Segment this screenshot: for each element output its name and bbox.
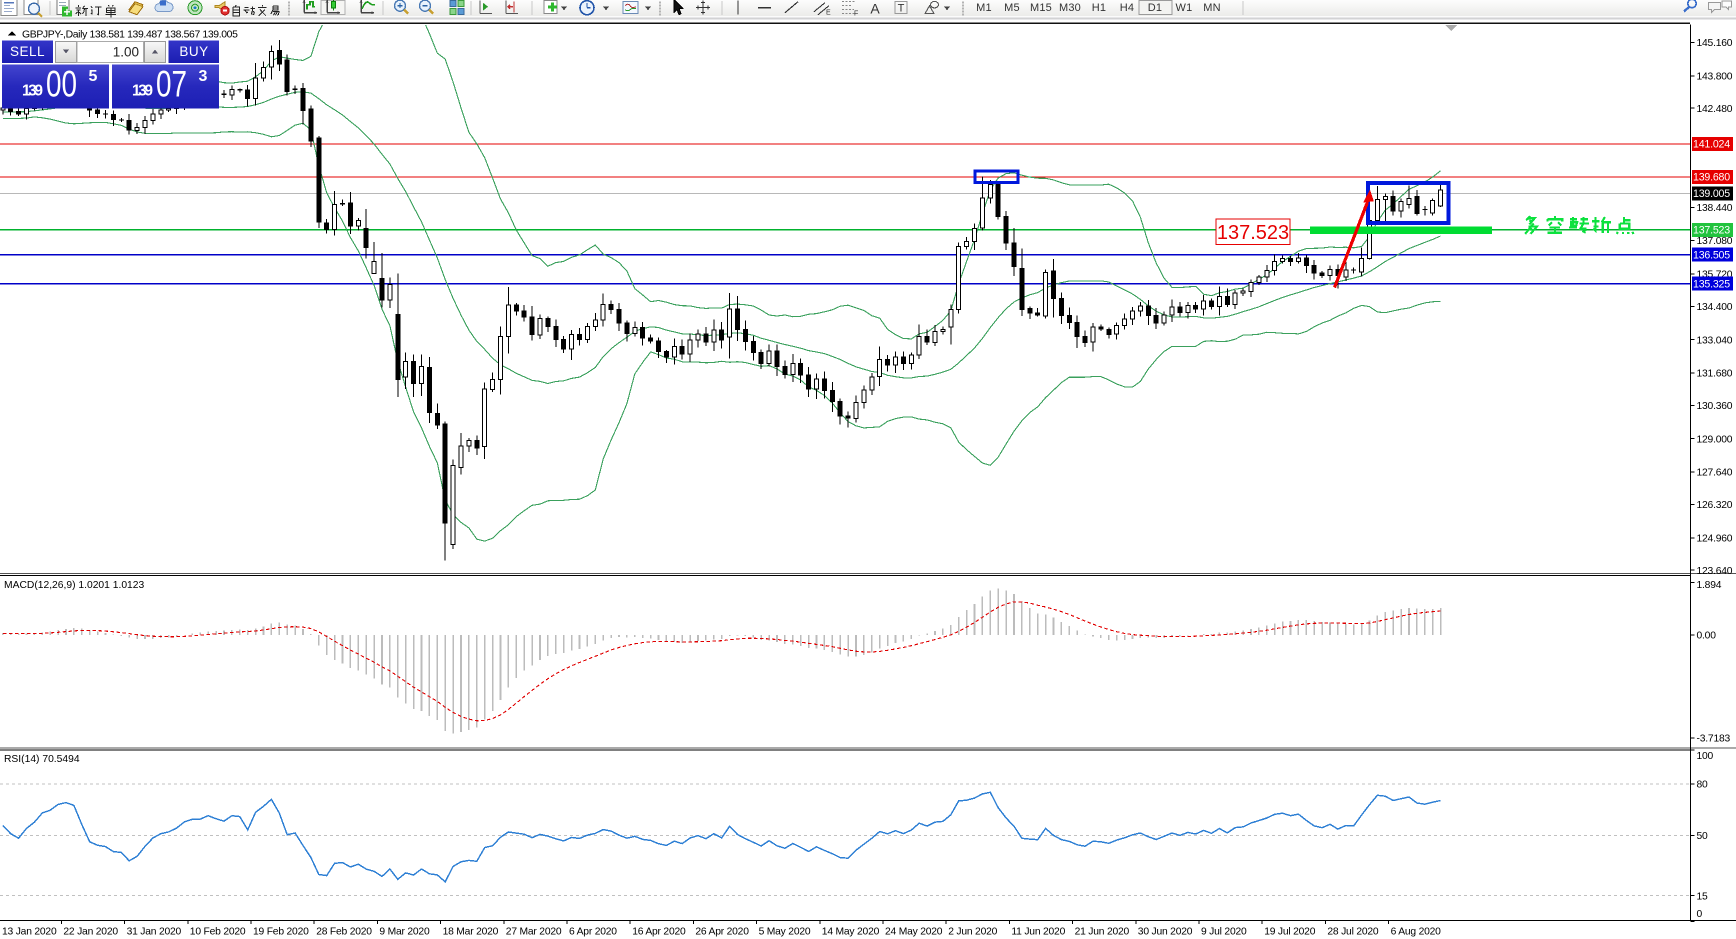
svg-text:21 Jun 2020: 21 Jun 2020 [1075,927,1130,938]
svg-text:137.523: 137.523 [1693,225,1730,237]
svg-text:D1: D1 [1148,2,1162,14]
svg-text:H4: H4 [1120,2,1134,14]
svg-text:M15: M15 [1030,2,1052,14]
svg-text:6 Apr 2020: 6 Apr 2020 [569,927,617,938]
svg-text:1.00: 1.00 [113,45,139,60]
svg-text:RSI(14) 70.5494: RSI(14) 70.5494 [4,754,80,765]
svg-text:00: 00 [46,64,77,105]
svg-text:133.040: 133.040 [1697,335,1733,346]
svg-text:M5: M5 [1004,2,1020,14]
svg-text:+: + [63,5,70,19]
svg-text:127.640: 127.640 [1697,468,1733,479]
svg-text:18 Mar 2020: 18 Mar 2020 [443,927,499,938]
svg-text:10 Feb 2020: 10 Feb 2020 [190,927,246,938]
svg-text:137.080: 137.080 [1697,236,1733,247]
svg-text:2 Jun 2020: 2 Jun 2020 [948,927,997,938]
svg-text:50: 50 [1697,831,1709,842]
svg-text:141.024: 141.024 [1693,139,1730,151]
svg-text:14 May 2020: 14 May 2020 [822,927,880,938]
svg-text:5 May 2020: 5 May 2020 [759,927,811,938]
svg-text:15: 15 [1697,891,1709,902]
svg-text:126.320: 126.320 [1697,500,1733,511]
svg-text:143.800: 143.800 [1697,71,1733,82]
svg-text:139: 139 [22,83,43,100]
svg-text:F: F [854,11,858,18]
svg-text:3: 3 [199,68,208,85]
svg-text:131.680: 131.680 [1697,369,1733,380]
svg-text:M1: M1 [976,2,992,14]
svg-text:26 Apr 2020: 26 Apr 2020 [695,927,749,938]
svg-text:129.000: 129.000 [1697,434,1733,445]
svg-text:135.325: 135.325 [1693,279,1730,291]
svg-text:SELL: SELL [10,44,45,59]
svg-text:MACD(12,26,9) 1.0201 1.0123: MACD(12,26,9) 1.0201 1.0123 [4,580,145,591]
svg-text:T: T [898,3,905,15]
svg-text:1.894: 1.894 [1697,580,1722,591]
svg-text:138.440: 138.440 [1697,203,1733,214]
svg-text:13 Jan 2020: 13 Jan 2020 [2,927,57,938]
svg-text:A: A [870,1,880,17]
svg-text:134.400: 134.400 [1697,302,1733,313]
svg-text:M30: M30 [1059,2,1081,14]
svg-text:9 Jul 2020: 9 Jul 2020 [1201,927,1247,938]
svg-text:27 Mar 2020: 27 Mar 2020 [506,927,562,938]
svg-text:W1: W1 [1176,2,1193,14]
svg-text:100: 100 [1697,751,1714,762]
svg-text:E: E [826,10,831,17]
svg-text:139.005: 139.005 [1693,188,1730,200]
svg-text:9 Mar 2020: 9 Mar 2020 [379,927,430,938]
svg-text:145.160: 145.160 [1697,38,1733,49]
svg-text:24 May 2020: 24 May 2020 [885,927,943,938]
svg-text:139: 139 [132,83,153,100]
svg-text:16 Apr 2020: 16 Apr 2020 [632,927,686,938]
svg-text:0.00: 0.00 [1697,631,1717,642]
svg-text:BUY: BUY [179,44,208,59]
svg-text:H1: H1 [1092,2,1106,14]
svg-text:123.640: 123.640 [1697,566,1733,577]
svg-text:130.360: 130.360 [1697,401,1733,412]
svg-text:07: 07 [156,64,187,105]
svg-text:139.680: 139.680 [1693,172,1730,184]
svg-text:30 Jun 2020: 30 Jun 2020 [1138,927,1193,938]
svg-text:5: 5 [89,68,98,85]
svg-text:0: 0 [1697,909,1703,920]
svg-text:19 Jul 2020: 19 Jul 2020 [1264,927,1316,938]
svg-text:GBPJPY-,Daily 138.581 139.487: GBPJPY-,Daily 138.581 139.487 138.567 13… [22,30,238,41]
svg-text:124.960: 124.960 [1697,533,1733,544]
svg-text:28 Jul 2020: 28 Jul 2020 [1327,927,1379,938]
svg-text:142.480: 142.480 [1697,104,1733,115]
svg-text:6 Aug 2020: 6 Aug 2020 [1391,927,1442,938]
svg-text:28 Feb 2020: 28 Feb 2020 [316,927,372,938]
svg-text:19 Feb 2020: 19 Feb 2020 [253,927,309,938]
svg-text:136.505: 136.505 [1693,250,1730,262]
svg-text:31 Jan 2020: 31 Jan 2020 [127,927,182,938]
svg-text:22 Jan 2020: 22 Jan 2020 [63,927,118,938]
svg-text:137.523: 137.523 [1217,222,1289,244]
svg-text:11 Jun 2020: 11 Jun 2020 [1011,927,1065,938]
svg-text:MN: MN [1203,2,1221,14]
svg-text:80: 80 [1697,780,1709,791]
svg-text:135.720: 135.720 [1697,270,1733,281]
svg-text:-3.7183: -3.7183 [1697,734,1731,745]
